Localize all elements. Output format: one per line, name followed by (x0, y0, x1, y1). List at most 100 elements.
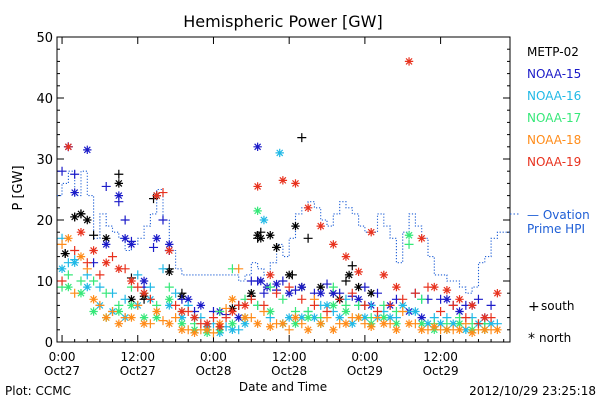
north-star-marker (316, 319, 325, 328)
south-plus-marker (341, 276, 351, 286)
south-marker-symbol: + (528, 299, 540, 315)
south-plus-marker (108, 252, 118, 262)
north-star-marker (102, 234, 111, 243)
north-star-marker (404, 319, 414, 328)
south-plus-marker (120, 294, 130, 304)
south-plus-marker (95, 300, 105, 310)
north-star-marker (266, 322, 275, 331)
south-plus-marker (70, 246, 80, 255)
y-axis-label: P [GW] (11, 165, 26, 210)
south-plus-marker (158, 264, 168, 274)
south-plus-marker (145, 294, 155, 304)
north-star-marker (234, 313, 243, 322)
north-star-marker (240, 301, 250, 310)
north-star-marker (253, 231, 262, 240)
north-star-marker (114, 319, 124, 328)
ovation-step-path (57, 170, 510, 294)
north-star-marker (127, 295, 136, 304)
north-star-marker (278, 319, 288, 328)
x-tick-date-label: Oct27 (120, 364, 156, 378)
north-star-marker (70, 212, 79, 222)
north-star-marker (272, 279, 281, 289)
north-star-marker (284, 313, 294, 322)
north-star-marker (247, 289, 256, 298)
north-star-marker (76, 209, 86, 219)
north-star-marker (354, 282, 363, 292)
y-tick-label: 30 (36, 153, 53, 168)
south-plus-marker (246, 294, 256, 304)
north-star-marker (70, 188, 79, 197)
north-star-marker (89, 246, 98, 255)
south-plus-marker (278, 294, 288, 304)
north-star-marker (70, 258, 79, 267)
north-star-marker (76, 228, 86, 237)
north-star-marker (430, 282, 439, 292)
north-star-marker (354, 267, 363, 277)
north-star-marker (461, 325, 471, 334)
south-plus-marker (486, 300, 496, 310)
plot-frame (56, 36, 511, 343)
north-star-marker (348, 319, 357, 328)
series-noaa-16 (57, 148, 502, 338)
south-plus-marker (108, 307, 118, 316)
north-star-marker (404, 231, 414, 240)
north-star-marker (329, 301, 338, 310)
north-star-marker (83, 145, 92, 155)
north-star-marker (259, 215, 269, 225)
south-plus-marker (234, 264, 244, 274)
north-star-marker (165, 295, 174, 304)
south-plus-marker (347, 261, 357, 271)
north-star-marker (379, 270, 389, 280)
north-star-marker (360, 313, 370, 322)
data-points (57, 57, 502, 338)
south-plus-marker (461, 313, 471, 323)
legend-entry-noaa-19: NOAA-19 (527, 155, 581, 169)
north-star-marker (57, 264, 67, 273)
south-plus-marker (322, 279, 332, 289)
north-star-marker (467, 301, 477, 310)
south-plus-marker (373, 288, 383, 298)
north-star-marker (61, 249, 70, 258)
north-marker-label: north (539, 331, 571, 345)
plot-credit: Plot: CCMC (5, 384, 71, 398)
north-star-marker (152, 307, 161, 316)
south-plus-marker (89, 276, 99, 286)
south-plus-marker (473, 294, 483, 304)
north-star-marker (139, 313, 149, 322)
y-tick-label: 10 (36, 275, 53, 290)
south-plus-marker (410, 288, 420, 298)
north-star-marker (467, 328, 477, 338)
north-star-marker (316, 282, 325, 292)
south-plus-marker (133, 270, 143, 280)
south-plus-marker (417, 294, 427, 304)
chart-title: Hemispheric Power [GW] (183, 12, 382, 31)
south-plus-marker (149, 242, 159, 252)
legend-ovation-line2: Prime HPI (527, 222, 585, 236)
north-star-marker (344, 270, 354, 280)
south-plus-marker (82, 258, 92, 268)
north-star-marker (76, 289, 86, 298)
north-star-marker (102, 258, 111, 267)
north-star-marker (449, 319, 458, 328)
south-plus-marker (95, 270, 105, 280)
north-star-marker (329, 240, 338, 249)
north-star-marker (152, 313, 161, 322)
north-star-marker (297, 282, 306, 292)
north-star-marker (89, 295, 98, 304)
north-star-marker (83, 215, 92, 225)
north-star-marker (341, 307, 351, 316)
south-plus-marker (171, 300, 181, 310)
north-star-marker (423, 319, 433, 328)
north-star-marker (310, 313, 319, 322)
north-star-marker (127, 276, 136, 286)
north-star-marker (417, 313, 426, 322)
legend-entry-noaa-18: NOAA-18 (527, 133, 581, 147)
north-star-marker (228, 325, 237, 334)
south-plus-marker (322, 307, 332, 316)
north-star-marker (256, 276, 265, 286)
north-star-marker (228, 295, 237, 304)
south-plus-marker (215, 307, 225, 316)
north-star-marker (303, 313, 313, 322)
south-plus-marker (171, 288, 181, 298)
